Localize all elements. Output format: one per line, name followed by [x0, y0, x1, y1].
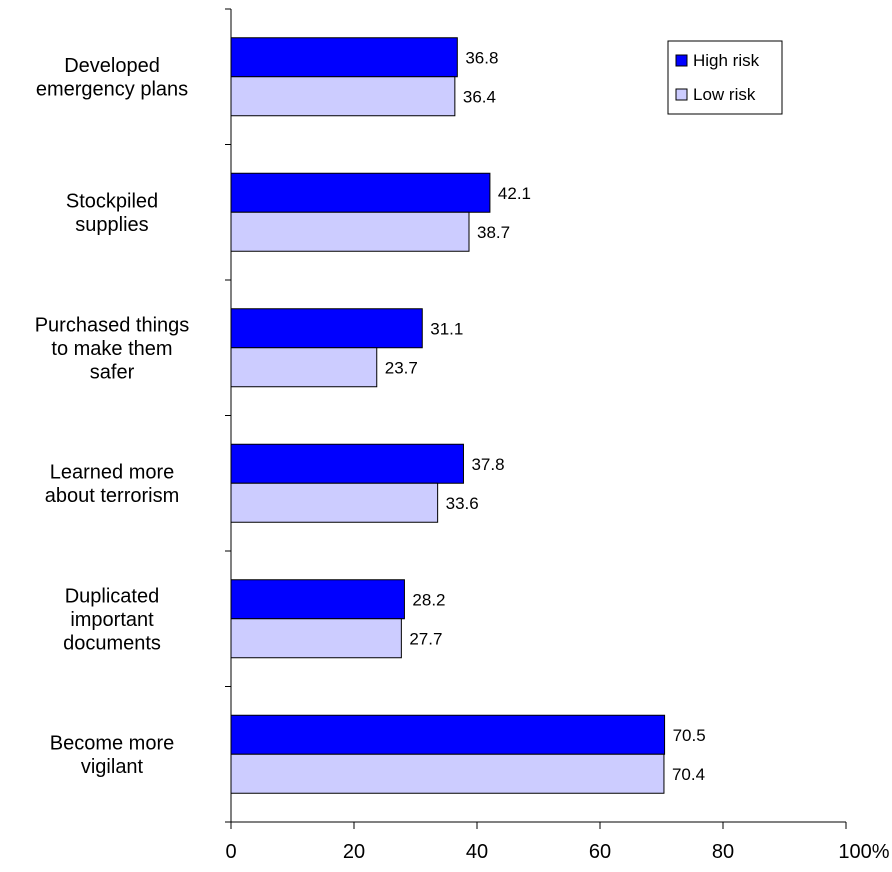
bar-low-risk	[230, 753, 665, 794]
bars-layer: 36.8 36.4 42.1 38.7 31.1 23.7 37.8 33.6 28.2 27.7…	[230, 37, 706, 794]
bar-high-risk	[230, 308, 423, 349]
legend-box	[667, 40, 783, 115]
bar-low-risk	[230, 347, 378, 388]
bar-high-risk	[230, 37, 458, 78]
data-label-low-risk: 23.7	[385, 358, 418, 377]
x-tick-label: 20	[343, 841, 365, 863]
category-label: Purchased things to make them safer	[35, 314, 190, 383]
category-label: Duplicated important documents	[63, 585, 161, 654]
data-label-low-risk: 70.4	[672, 765, 705, 784]
data-label-low-risk: 38.7	[477, 223, 510, 242]
bar-low-risk	[230, 76, 456, 117]
bar-low-risk	[230, 618, 402, 659]
legend-label-high-risk: High risk	[693, 51, 760, 70]
data-label-high-risk: 37.8	[471, 455, 504, 474]
bar-high-risk	[230, 443, 464, 484]
category-label: Become more vigilant	[50, 733, 175, 779]
data-label-high-risk: 42.1	[498, 184, 531, 203]
data-label-low-risk: 33.6	[446, 494, 479, 513]
data-label-high-risk: 31.1	[430, 319, 463, 338]
x-tick-label: 40	[466, 841, 488, 863]
legend: High risk Low risk	[667, 40, 783, 115]
category-label: Learned more about terrorism	[45, 462, 180, 508]
bar-high-risk	[230, 579, 405, 620]
bar-low-risk	[230, 482, 439, 523]
bar-low-risk	[230, 211, 470, 252]
x-tick-label: 100%	[838, 841, 889, 863]
category-label: Stockpiled supplies	[66, 191, 158, 237]
data-label-high-risk: 28.2	[412, 590, 445, 609]
x-tick-label: 60	[589, 841, 611, 863]
data-label-low-risk: 36.4	[463, 87, 496, 106]
data-label-low-risk: 27.7	[409, 629, 442, 648]
x-tick-label: 80	[712, 841, 734, 863]
bar-high-risk	[230, 714, 666, 755]
data-label-high-risk: 36.8	[465, 48, 498, 67]
bar-high-risk	[230, 172, 491, 213]
legend-label-low-risk: Low risk	[693, 85, 756, 104]
axes-layer: Developed emergency plans Stockpiled suppli…	[35, 8, 890, 863]
category-label: Developed emergency plans	[36, 55, 188, 101]
legend-swatch-low-risk	[675, 88, 688, 101]
legend-swatch-high-risk	[675, 54, 688, 67]
x-tick-label: 0	[225, 841, 236, 863]
data-label-high-risk: 70.5	[673, 726, 706, 745]
